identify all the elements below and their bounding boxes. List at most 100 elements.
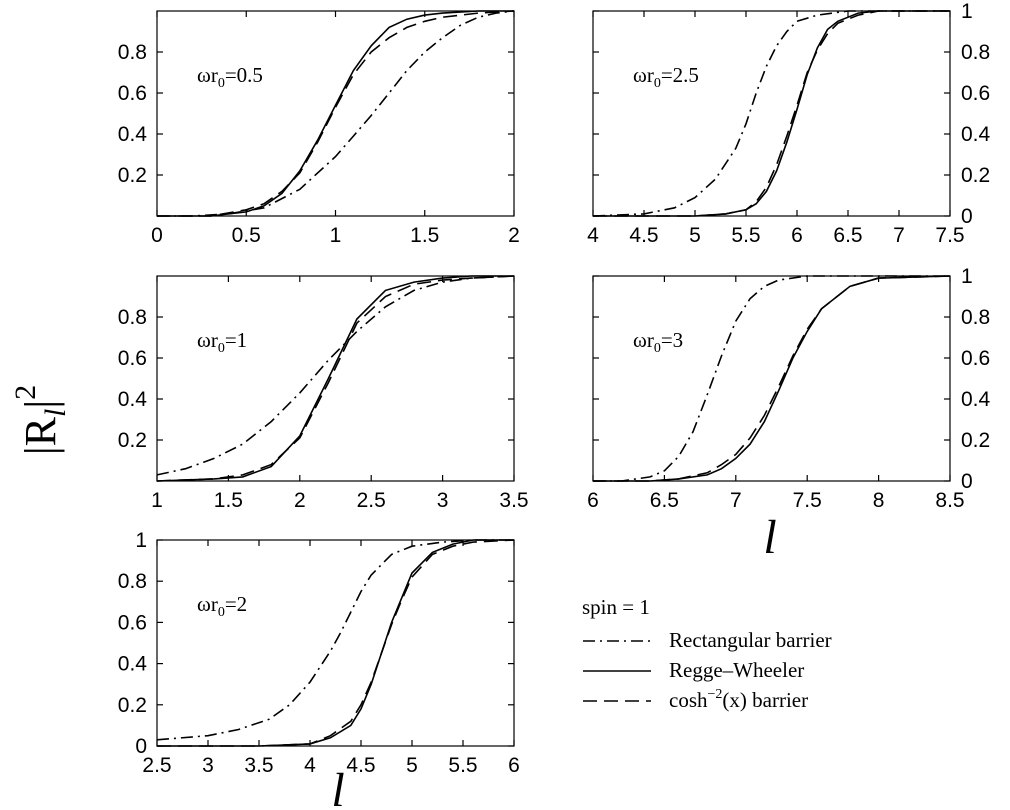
panel-3: 1 1.5 2 2.5 3 3.5 0.2 0.4 0.6 0.8 ωr0=1 bbox=[118, 275, 529, 512]
x-tick-label: 4.5 bbox=[346, 754, 375, 777]
series-line-dash-dot bbox=[157, 10, 515, 217]
x-tick-label: 6 bbox=[791, 224, 803, 247]
plot-frame bbox=[156, 539, 515, 747]
panels: 0 0.5 1 1.5 2 0.2 0.4 0.6 0.8 ωr0=0.5 4 4.5 5 5.5 6 6.5… bbox=[118, 0, 991, 777]
x-tick-label: 6.5 bbox=[650, 489, 679, 512]
y-tick-label: 0.6 bbox=[118, 347, 147, 370]
x-tick-label: 5.5 bbox=[448, 754, 477, 777]
x-tick-label: 2.5 bbox=[357, 489, 386, 512]
x-tick-label: 4 bbox=[304, 754, 316, 777]
x-tick-label: 7 bbox=[893, 224, 905, 247]
series-line-dash-dot bbox=[593, 275, 950, 482]
panel-5: 2.5 3 3.5 4 4.5 5 5.5 6 0 0.2 0.4 0.6 0.8 1 ωr0=2 bbox=[118, 529, 520, 777]
y-tick-label: 0 bbox=[135, 735, 147, 758]
y-tick-label: 1 bbox=[135, 529, 147, 552]
x-tick-label: 1.5 bbox=[214, 489, 243, 512]
x-tick-label: 4.5 bbox=[629, 224, 658, 247]
x-tick-label: 7.5 bbox=[935, 224, 964, 247]
plot-frame bbox=[156, 10, 515, 217]
y-tick-label: 0.8 bbox=[118, 41, 147, 64]
y-tick-label: 0.8 bbox=[961, 306, 990, 329]
legend-label: Rectangular barrier bbox=[669, 628, 832, 652]
x-tick-label: 2 bbox=[294, 489, 306, 512]
series-line-dashed bbox=[593, 10, 950, 217]
panel-1: 0 0.5 1 1.5 2 0.2 0.4 0.6 0.8 ωr0=0.5 bbox=[118, 10, 520, 247]
y-axis-label-text: |Rl|2 bbox=[9, 385, 72, 455]
x-tick-label: 2.5 bbox=[142, 754, 171, 777]
y-tick-label: 0.4 bbox=[118, 388, 148, 411]
x-tick-label: 3 bbox=[437, 489, 449, 512]
y-tick-label: 0.6 bbox=[118, 611, 147, 634]
legend-label: Regge–Wheeler bbox=[669, 658, 804, 682]
y-tick-label: 0.2 bbox=[118, 429, 147, 452]
panel-annotation: ωr0=3 bbox=[633, 328, 683, 356]
panel-2: 4 4.5 5 5.5 6 6.5 7 7.50 0.2 0.4 0.6 0.8 1 ωr0=2.5 bbox=[587, 0, 990, 247]
legend: spin = 1 Rectangular barrier Regge–Wheele… bbox=[582, 595, 832, 712]
panel-annotation: ωr0=2.5 bbox=[633, 63, 699, 91]
y-tick-label: 0.2 bbox=[118, 164, 147, 187]
x-tick-label: 3.5 bbox=[499, 489, 528, 512]
x-axis-label-right: l bbox=[763, 511, 776, 564]
series-line-solid bbox=[156, 275, 514, 482]
x-tick-label: 3.5 bbox=[244, 754, 273, 777]
legend-entries: Rectangular barrier Regge–Wheeler cosh−2(x… bbox=[583, 628, 832, 712]
series-line-dashed bbox=[157, 539, 515, 747]
x-tick-label: 1 bbox=[330, 224, 342, 247]
x-tick-label: 4 bbox=[587, 224, 599, 247]
y-tick-label: 0.4 bbox=[118, 123, 148, 146]
x-tick-label: 5 bbox=[689, 224, 701, 247]
x-tick-label: 5.5 bbox=[731, 224, 760, 247]
series-line-dash-dot bbox=[592, 10, 950, 217]
x-tick-label: 7 bbox=[730, 489, 742, 512]
y-tick-label: 0 bbox=[961, 205, 973, 228]
series-line-solid bbox=[593, 275, 951, 482]
x-tick-label: 6 bbox=[508, 754, 520, 777]
series-line-dash-dot bbox=[156, 539, 514, 741]
x-axis-label-bottom: l bbox=[331, 764, 344, 810]
panel-annotation: ωr0=1 bbox=[197, 328, 247, 356]
y-tick-label: 0 bbox=[961, 470, 973, 493]
y-tick-label: 0.2 bbox=[118, 694, 147, 717]
panel-annotation: ωr0=0.5 bbox=[197, 63, 263, 91]
legend-title: spin = 1 bbox=[582, 595, 650, 619]
y-tick-label: 1 bbox=[961, 0, 973, 23]
y-tick-label: 0.2 bbox=[961, 164, 990, 187]
x-tick-label: 1.5 bbox=[410, 224, 439, 247]
y-tick-label: 0.4 bbox=[961, 123, 991, 146]
plot-frame bbox=[592, 10, 951, 217]
series-line-dash-dot bbox=[156, 275, 515, 476]
y-tick-label: 1 bbox=[961, 265, 973, 288]
x-tick-label: 5 bbox=[406, 754, 418, 777]
series-line-solid bbox=[157, 10, 514, 217]
y-tick-label: 0.4 bbox=[961, 388, 991, 411]
x-tick-label: 7.5 bbox=[793, 489, 822, 512]
y-tick-label: 0.6 bbox=[961, 82, 990, 105]
series-line-dashed bbox=[157, 10, 515, 217]
x-tick-label: 3 bbox=[202, 754, 214, 777]
x-tick-label: 2 bbox=[508, 224, 520, 247]
y-tick-label: 0.8 bbox=[118, 570, 147, 593]
y-tick-label: 0.2 bbox=[961, 429, 990, 452]
y-tick-label: 0.6 bbox=[118, 82, 147, 105]
plot-frame bbox=[156, 275, 515, 482]
y-axis-label: |Rl|2 bbox=[9, 385, 72, 455]
legend-label: cosh−2(x) barrier bbox=[669, 687, 808, 712]
x-tick-label: 6.5 bbox=[833, 224, 862, 247]
y-tick-label: 0.8 bbox=[961, 41, 990, 64]
x-tick-label: 8 bbox=[873, 489, 885, 512]
panel-annotation: ωr0=2 bbox=[197, 592, 247, 620]
x-tick-label: 0 bbox=[151, 224, 163, 247]
x-tick-label: 8.5 bbox=[935, 489, 964, 512]
panel-4: 6 6.5 7 7.5 8 8.50 0.2 0.4 0.6 0.8 1 ωr0=3 bbox=[587, 265, 990, 512]
y-tick-label: 0.8 bbox=[118, 306, 147, 329]
y-tick-label: 0.6 bbox=[961, 347, 990, 370]
series-line-dashed bbox=[156, 275, 515, 482]
plot-frame bbox=[592, 275, 951, 482]
x-tick-label: 1 bbox=[151, 489, 163, 512]
y-tick-label: 0.4 bbox=[118, 653, 148, 676]
series-line-dashed bbox=[593, 275, 951, 482]
x-tick-label: 6 bbox=[587, 489, 599, 512]
x-tick-label: 0.5 bbox=[232, 224, 261, 247]
series-line-solid bbox=[593, 10, 950, 217]
